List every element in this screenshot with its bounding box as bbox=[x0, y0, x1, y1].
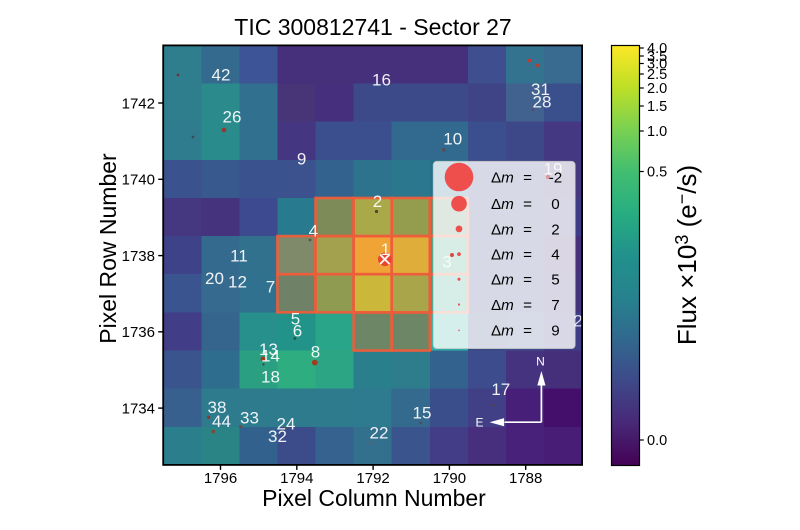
svg-text:1796: 1796 bbox=[204, 470, 237, 487]
svg-text:9: 9 bbox=[551, 323, 559, 340]
svg-text:Δm: Δm bbox=[491, 196, 514, 213]
svg-text:7: 7 bbox=[551, 297, 559, 314]
svg-text:=: = bbox=[523, 323, 532, 340]
svg-text:22: 22 bbox=[370, 424, 389, 443]
svg-text:Δm: Δm bbox=[491, 297, 514, 314]
svg-text:38: 38 bbox=[208, 398, 227, 417]
svg-text:1738: 1738 bbox=[122, 248, 155, 265]
svg-text:13: 13 bbox=[259, 340, 278, 359]
svg-text:12: 12 bbox=[228, 273, 247, 292]
svg-text:Flux ×103 (e−/s): Flux ×103 (e−/s) bbox=[672, 165, 702, 345]
svg-text:19: 19 bbox=[544, 160, 563, 179]
svg-text:1734: 1734 bbox=[122, 401, 155, 418]
svg-text:Pixel Row Number: Pixel Row Number bbox=[95, 153, 121, 344]
svg-text:31: 31 bbox=[531, 80, 550, 99]
svg-text:=: = bbox=[523, 272, 532, 289]
svg-text:=: = bbox=[523, 297, 532, 314]
svg-text:3.0: 3.0 bbox=[647, 57, 667, 73]
svg-text:Δm: Δm bbox=[491, 169, 514, 186]
svg-text:5: 5 bbox=[551, 272, 559, 289]
svg-text:9: 9 bbox=[297, 150, 306, 169]
svg-text:N: N bbox=[536, 355, 545, 369]
svg-text:4.0: 4.0 bbox=[647, 41, 667, 57]
svg-text:2.5: 2.5 bbox=[647, 67, 667, 83]
svg-text:=: = bbox=[523, 247, 532, 264]
svg-text:4: 4 bbox=[551, 247, 559, 264]
svg-text:=: = bbox=[523, 221, 532, 238]
svg-text:5: 5 bbox=[291, 310, 300, 329]
svg-text:-2: -2 bbox=[549, 169, 563, 186]
svg-text:2: 2 bbox=[573, 312, 582, 331]
svg-text:44: 44 bbox=[212, 412, 231, 431]
svg-text:2.0: 2.0 bbox=[647, 81, 667, 97]
svg-text:=: = bbox=[523, 196, 532, 213]
svg-text:8: 8 bbox=[311, 343, 320, 362]
svg-text:17: 17 bbox=[491, 380, 510, 399]
svg-text:15: 15 bbox=[413, 404, 432, 423]
svg-text:1.0: 1.0 bbox=[647, 124, 667, 140]
svg-text:1794: 1794 bbox=[280, 470, 313, 487]
svg-text:24: 24 bbox=[277, 415, 296, 434]
svg-text:18: 18 bbox=[261, 368, 280, 387]
svg-text:3: 3 bbox=[442, 253, 451, 272]
svg-text:1740: 1740 bbox=[122, 172, 155, 189]
svg-text:1788: 1788 bbox=[509, 470, 542, 487]
svg-text:7: 7 bbox=[266, 278, 275, 297]
svg-text:E: E bbox=[475, 416, 483, 430]
svg-text:2: 2 bbox=[373, 192, 382, 211]
svg-text:TIC 300812741 - Sector 27: TIC 300812741 - Sector 27 bbox=[234, 14, 511, 40]
svg-text:3.5: 3.5 bbox=[647, 49, 667, 65]
svg-text:33: 33 bbox=[240, 409, 259, 428]
svg-text:1.5: 1.5 bbox=[647, 99, 667, 115]
svg-text:Δm: Δm bbox=[491, 221, 514, 238]
svg-text:20: 20 bbox=[205, 269, 224, 288]
svg-text:1792: 1792 bbox=[356, 470, 389, 487]
svg-text:28: 28 bbox=[533, 93, 552, 112]
svg-text:2: 2 bbox=[551, 221, 559, 238]
svg-text:11: 11 bbox=[230, 247, 248, 266]
svg-text:Pixel Column Number: Pixel Column Number bbox=[262, 485, 486, 511]
svg-text:32: 32 bbox=[268, 427, 287, 446]
svg-text:10: 10 bbox=[443, 130, 462, 149]
svg-text:1742: 1742 bbox=[122, 95, 155, 112]
svg-text:6: 6 bbox=[293, 322, 302, 341]
svg-text:14: 14 bbox=[261, 347, 280, 366]
svg-text:=: = bbox=[523, 169, 532, 186]
svg-text:1736: 1736 bbox=[122, 324, 155, 341]
svg-text:4: 4 bbox=[309, 222, 318, 241]
svg-text:Δm: Δm bbox=[491, 247, 514, 264]
svg-text:16: 16 bbox=[372, 71, 391, 90]
svg-text:Δm: Δm bbox=[491, 272, 514, 289]
svg-text:26: 26 bbox=[223, 108, 242, 127]
svg-text:42: 42 bbox=[212, 66, 231, 85]
svg-text:0: 0 bbox=[551, 196, 559, 213]
svg-text:0.0: 0.0 bbox=[647, 433, 667, 449]
svg-text:1790: 1790 bbox=[433, 470, 466, 487]
svg-text:1: 1 bbox=[381, 240, 390, 259]
svg-text:Δm: Δm bbox=[491, 323, 514, 340]
svg-text:0.5: 0.5 bbox=[647, 165, 667, 181]
